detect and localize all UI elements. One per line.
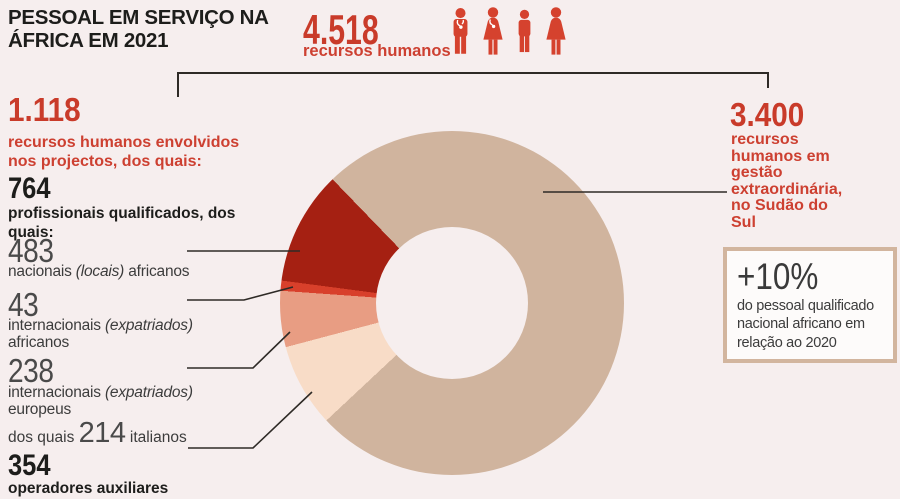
donut-chart <box>280 131 624 475</box>
extraordinary-value: 3.400 <box>730 96 805 133</box>
male-doctor-icon <box>453 8 468 54</box>
qualified-label: profissionais qualificados, dos quais: <box>8 205 236 241</box>
growth-box: +10% do pessoal qualificado nacional afr… <box>723 247 897 363</box>
italians-subnote: dos quais 214 italianos <box>8 417 187 449</box>
projects-label: recursos humanos envolvidos nos projecto… <box>8 134 240 170</box>
leader-line-43 <box>187 286 294 301</box>
female-icon <box>546 7 566 55</box>
male-icon <box>518 9 531 53</box>
projects-value: 1.118 <box>8 91 81 128</box>
bracket-line <box>177 72 769 97</box>
item-label-internacionais-africanos: internacionais (expatriados) africanos <box>8 317 193 351</box>
total-label: recursos humanos <box>303 42 451 60</box>
item-value-nacionais: 483 <box>8 232 54 269</box>
item-label-nacionais: nacionais (locais) africanos <box>8 263 190 280</box>
staff-icons <box>447 7 570 55</box>
qualified-value: 764 <box>8 172 51 205</box>
page-title-line1: PESSOAL EM SERVIÇO NA <box>8 6 269 29</box>
auxiliary-value: 354 <box>8 449 51 482</box>
growth-value: +10% <box>737 256 819 297</box>
total-value: 4.518 <box>303 6 379 53</box>
extraordinary-label: recursos humanos em gestão extraordinári… <box>731 131 843 231</box>
item-value-internacionais-europeus: 238 <box>8 352 54 389</box>
item-label-internacionais-europeus: internacionais (expatriados) europeus <box>8 384 193 418</box>
auxiliary-label: operadores auxiliares <box>8 480 169 497</box>
italians-value: 214 <box>78 417 126 449</box>
item-value-internacionais-africanos: 43 <box>8 286 39 323</box>
page-title: PESSOAL EM SERVIÇO NA ÁFRICA EM 2021 <box>8 6 270 52</box>
growth-label: do pessoal qualificado nacional africano… <box>737 297 874 351</box>
page-title-line2: ÁFRICA EM 2021 <box>8 29 169 52</box>
female-doctor-icon <box>483 7 503 55</box>
donut-hole <box>376 227 528 379</box>
